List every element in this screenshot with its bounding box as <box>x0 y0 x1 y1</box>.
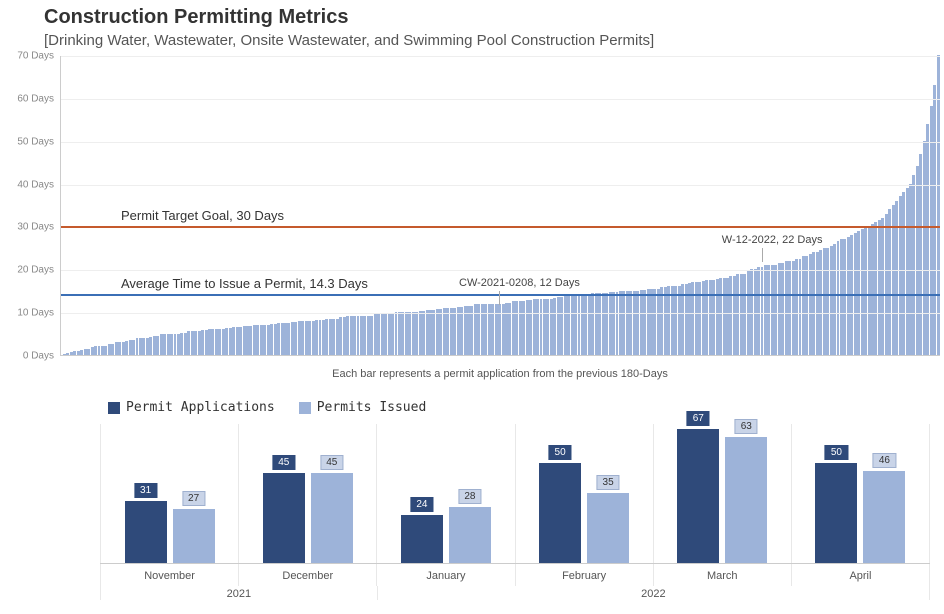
gridline <box>61 270 940 271</box>
applications-bar: 50 <box>539 463 581 563</box>
issued-bar: 45 <box>311 473 353 563</box>
page-subtitle: [Drinking Water, Wastewater, Onsite Wast… <box>44 32 654 49</box>
applications-value: 50 <box>825 445 848 460</box>
applications-bar: 50 <box>815 463 857 563</box>
month-group: 6763 <box>653 424 791 563</box>
gridline <box>61 313 940 314</box>
legend: Permit Applications Permits Issued <box>108 400 426 415</box>
page-title: Construction Permitting Metrics <box>44 6 348 29</box>
gridline <box>61 142 940 143</box>
month-label: November <box>100 564 238 586</box>
swatch-issued <box>299 402 311 414</box>
applications-bar: 67 <box>677 429 719 563</box>
applications-value: 31 <box>134 483 157 498</box>
month-label: March <box>653 564 791 586</box>
month-label: April <box>791 564 930 586</box>
gridline <box>61 185 940 186</box>
y-tick-label: 50 Days <box>17 136 54 147</box>
legend-applications: Permit Applications <box>108 400 275 415</box>
y-tick-label: 60 Days <box>17 93 54 104</box>
applications-bar: 45 <box>263 473 305 563</box>
issued-value: 27 <box>182 491 205 506</box>
y-tick-label: 10 Days <box>17 308 54 319</box>
chart-caption: Each bar represents a permit application… <box>60 368 940 380</box>
issued-bar: 27 <box>173 509 215 563</box>
gridline <box>61 99 940 100</box>
month-group: 5035 <box>515 424 653 563</box>
month-group: 2428 <box>376 424 514 563</box>
month-label: December <box>238 564 376 586</box>
permit-bar <box>937 55 940 355</box>
bars-container <box>63 55 939 355</box>
annotation-label: W-12-2022, 22 Days <box>722 234 823 246</box>
applications-bar: 24 <box>401 515 443 563</box>
plot-area: Permit Target Goal, 30 Days Average Time … <box>60 56 940 356</box>
applications-value: 67 <box>687 411 710 426</box>
issued-bar: 46 <box>863 471 905 563</box>
swatch-applications <box>108 402 120 414</box>
monthly-groups: 312745452428503567635046 <box>100 424 930 564</box>
annotation-label: CW-2021-0208, 12 Days <box>459 277 580 289</box>
y-tick-label: 40 Days <box>17 179 54 190</box>
applications-value: 45 <box>272 455 295 470</box>
year-label: 2022 <box>377 586 930 600</box>
legend-issued-label: Permits Issued <box>317 400 427 415</box>
legend-issued: Permits Issued <box>299 400 427 415</box>
applications-value: 24 <box>410 497 433 512</box>
issued-value: 28 <box>458 489 481 504</box>
issued-value: 46 <box>873 453 896 468</box>
target-label: Permit Target Goal, 30 Days <box>121 208 284 223</box>
target-line <box>61 226 940 228</box>
legend-applications-label: Permit Applications <box>126 400 275 415</box>
annotation-leader <box>762 248 763 262</box>
y-axis: 0 Days10 Days20 Days30 Days40 Days50 Day… <box>0 56 56 356</box>
month-group: 3127 <box>100 424 238 563</box>
issued-bar: 63 <box>725 437 767 563</box>
y-tick-label: 0 Days <box>23 351 54 362</box>
permit-days-chart: 0 Days 10 Days 20 Days 30 Days 40 Days 50 Day… <box>0 56 944 376</box>
month-group: 4545 <box>238 424 376 563</box>
monthly-chart: 312745452428503567635046 NovemberDecembe… <box>100 424 930 604</box>
year-labels: 20212022 <box>100 586 930 600</box>
issued-value: 45 <box>320 455 343 470</box>
month-label: January <box>376 564 514 586</box>
issued-bar: 28 <box>449 507 491 563</box>
issued-bar: 35 <box>587 493 629 563</box>
y-tick-label: 30 Days <box>17 222 54 233</box>
month-group: 5046 <box>791 424 930 563</box>
y-tick-label: 70 Days <box>17 51 54 62</box>
issued-value: 63 <box>735 419 758 434</box>
applications-bar: 31 <box>125 501 167 563</box>
annotation-leader <box>499 291 500 305</box>
month-labels: NovemberDecemberJanuaryFebruaryMarchApri… <box>100 564 930 586</box>
average-label: Average Time to Issue a Permit, 14.3 Day… <box>121 276 368 291</box>
applications-value: 50 <box>549 445 572 460</box>
issued-value: 35 <box>597 475 620 490</box>
average-line <box>61 294 940 296</box>
gridline <box>61 56 940 57</box>
month-label: February <box>515 564 653 586</box>
year-label: 2021 <box>100 586 377 600</box>
y-tick-label: 20 Days <box>17 265 54 276</box>
